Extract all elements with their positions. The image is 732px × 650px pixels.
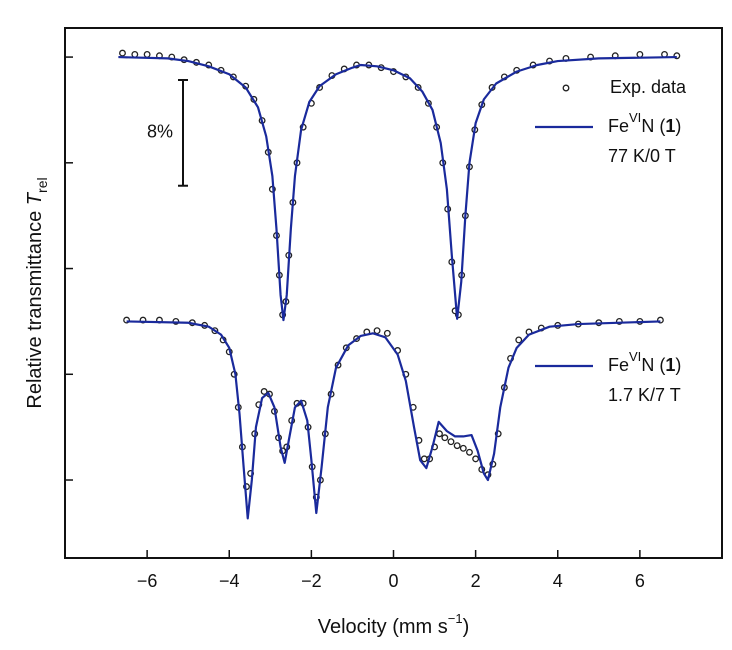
data-point bbox=[515, 336, 523, 344]
data-point bbox=[459, 444, 467, 452]
legend-sup: VI bbox=[629, 110, 641, 125]
fit-line bbox=[118, 55, 677, 322]
x-axis-label: Velocity (mm s−1) bbox=[318, 611, 470, 638]
legend-element: Fe bbox=[608, 355, 629, 375]
data-point bbox=[143, 50, 151, 58]
x-tick-label: 4 bbox=[553, 571, 563, 591]
legend-label: Exp. data bbox=[610, 77, 687, 97]
legend-close: ) bbox=[675, 355, 681, 375]
x-tick-label: 0 bbox=[388, 571, 398, 591]
x-tick-label: 6 bbox=[635, 571, 645, 591]
data-point bbox=[453, 442, 461, 450]
data-point bbox=[441, 434, 449, 442]
legend-ligand: N ( bbox=[641, 116, 665, 136]
legend-condition: 1.7 K/7 T bbox=[608, 385, 681, 405]
legend-marker bbox=[562, 84, 570, 92]
y-axis-label: Relative transmittance Trel bbox=[24, 177, 49, 408]
legend-element: Fe bbox=[608, 116, 629, 136]
legend-ligand: N ( bbox=[641, 355, 665, 375]
x-label-sup: −1 bbox=[448, 611, 463, 626]
fit-line bbox=[126, 320, 661, 520]
data-point bbox=[383, 329, 391, 337]
legend-bold: 1 bbox=[665, 355, 675, 375]
y-label-symbol: T bbox=[24, 191, 46, 205]
data-point bbox=[436, 430, 443, 438]
legend-condition: 77 K/0 T bbox=[608, 146, 676, 166]
data-point bbox=[466, 448, 473, 456]
data-point bbox=[636, 50, 644, 58]
data-point bbox=[373, 327, 381, 335]
x-tick-label: −4 bbox=[219, 571, 240, 591]
scale-bar-label: 8% bbox=[147, 122, 173, 142]
legend-sup: VI bbox=[629, 349, 641, 364]
data-point bbox=[260, 388, 268, 395]
data-point bbox=[119, 49, 126, 57]
x-label-text: Velocity (mm s bbox=[318, 616, 448, 638]
x-tick-label: −6 bbox=[137, 571, 158, 591]
x-tick-label: 2 bbox=[471, 571, 481, 591]
y-label-text: Relative transmittance bbox=[24, 205, 46, 408]
legend-label: FeVIN (1) bbox=[608, 110, 681, 135]
data-point bbox=[447, 438, 455, 446]
plot-frame bbox=[64, 27, 723, 559]
legend-bold: 1 bbox=[665, 116, 675, 136]
x-tick-label: −2 bbox=[301, 571, 322, 591]
data-point bbox=[472, 455, 480, 463]
y-label-sub: rel bbox=[34, 177, 50, 193]
legend-label: FeVIN (1) bbox=[608, 349, 681, 374]
x-label-close: ) bbox=[463, 616, 470, 638]
legend-close: ) bbox=[675, 116, 681, 136]
